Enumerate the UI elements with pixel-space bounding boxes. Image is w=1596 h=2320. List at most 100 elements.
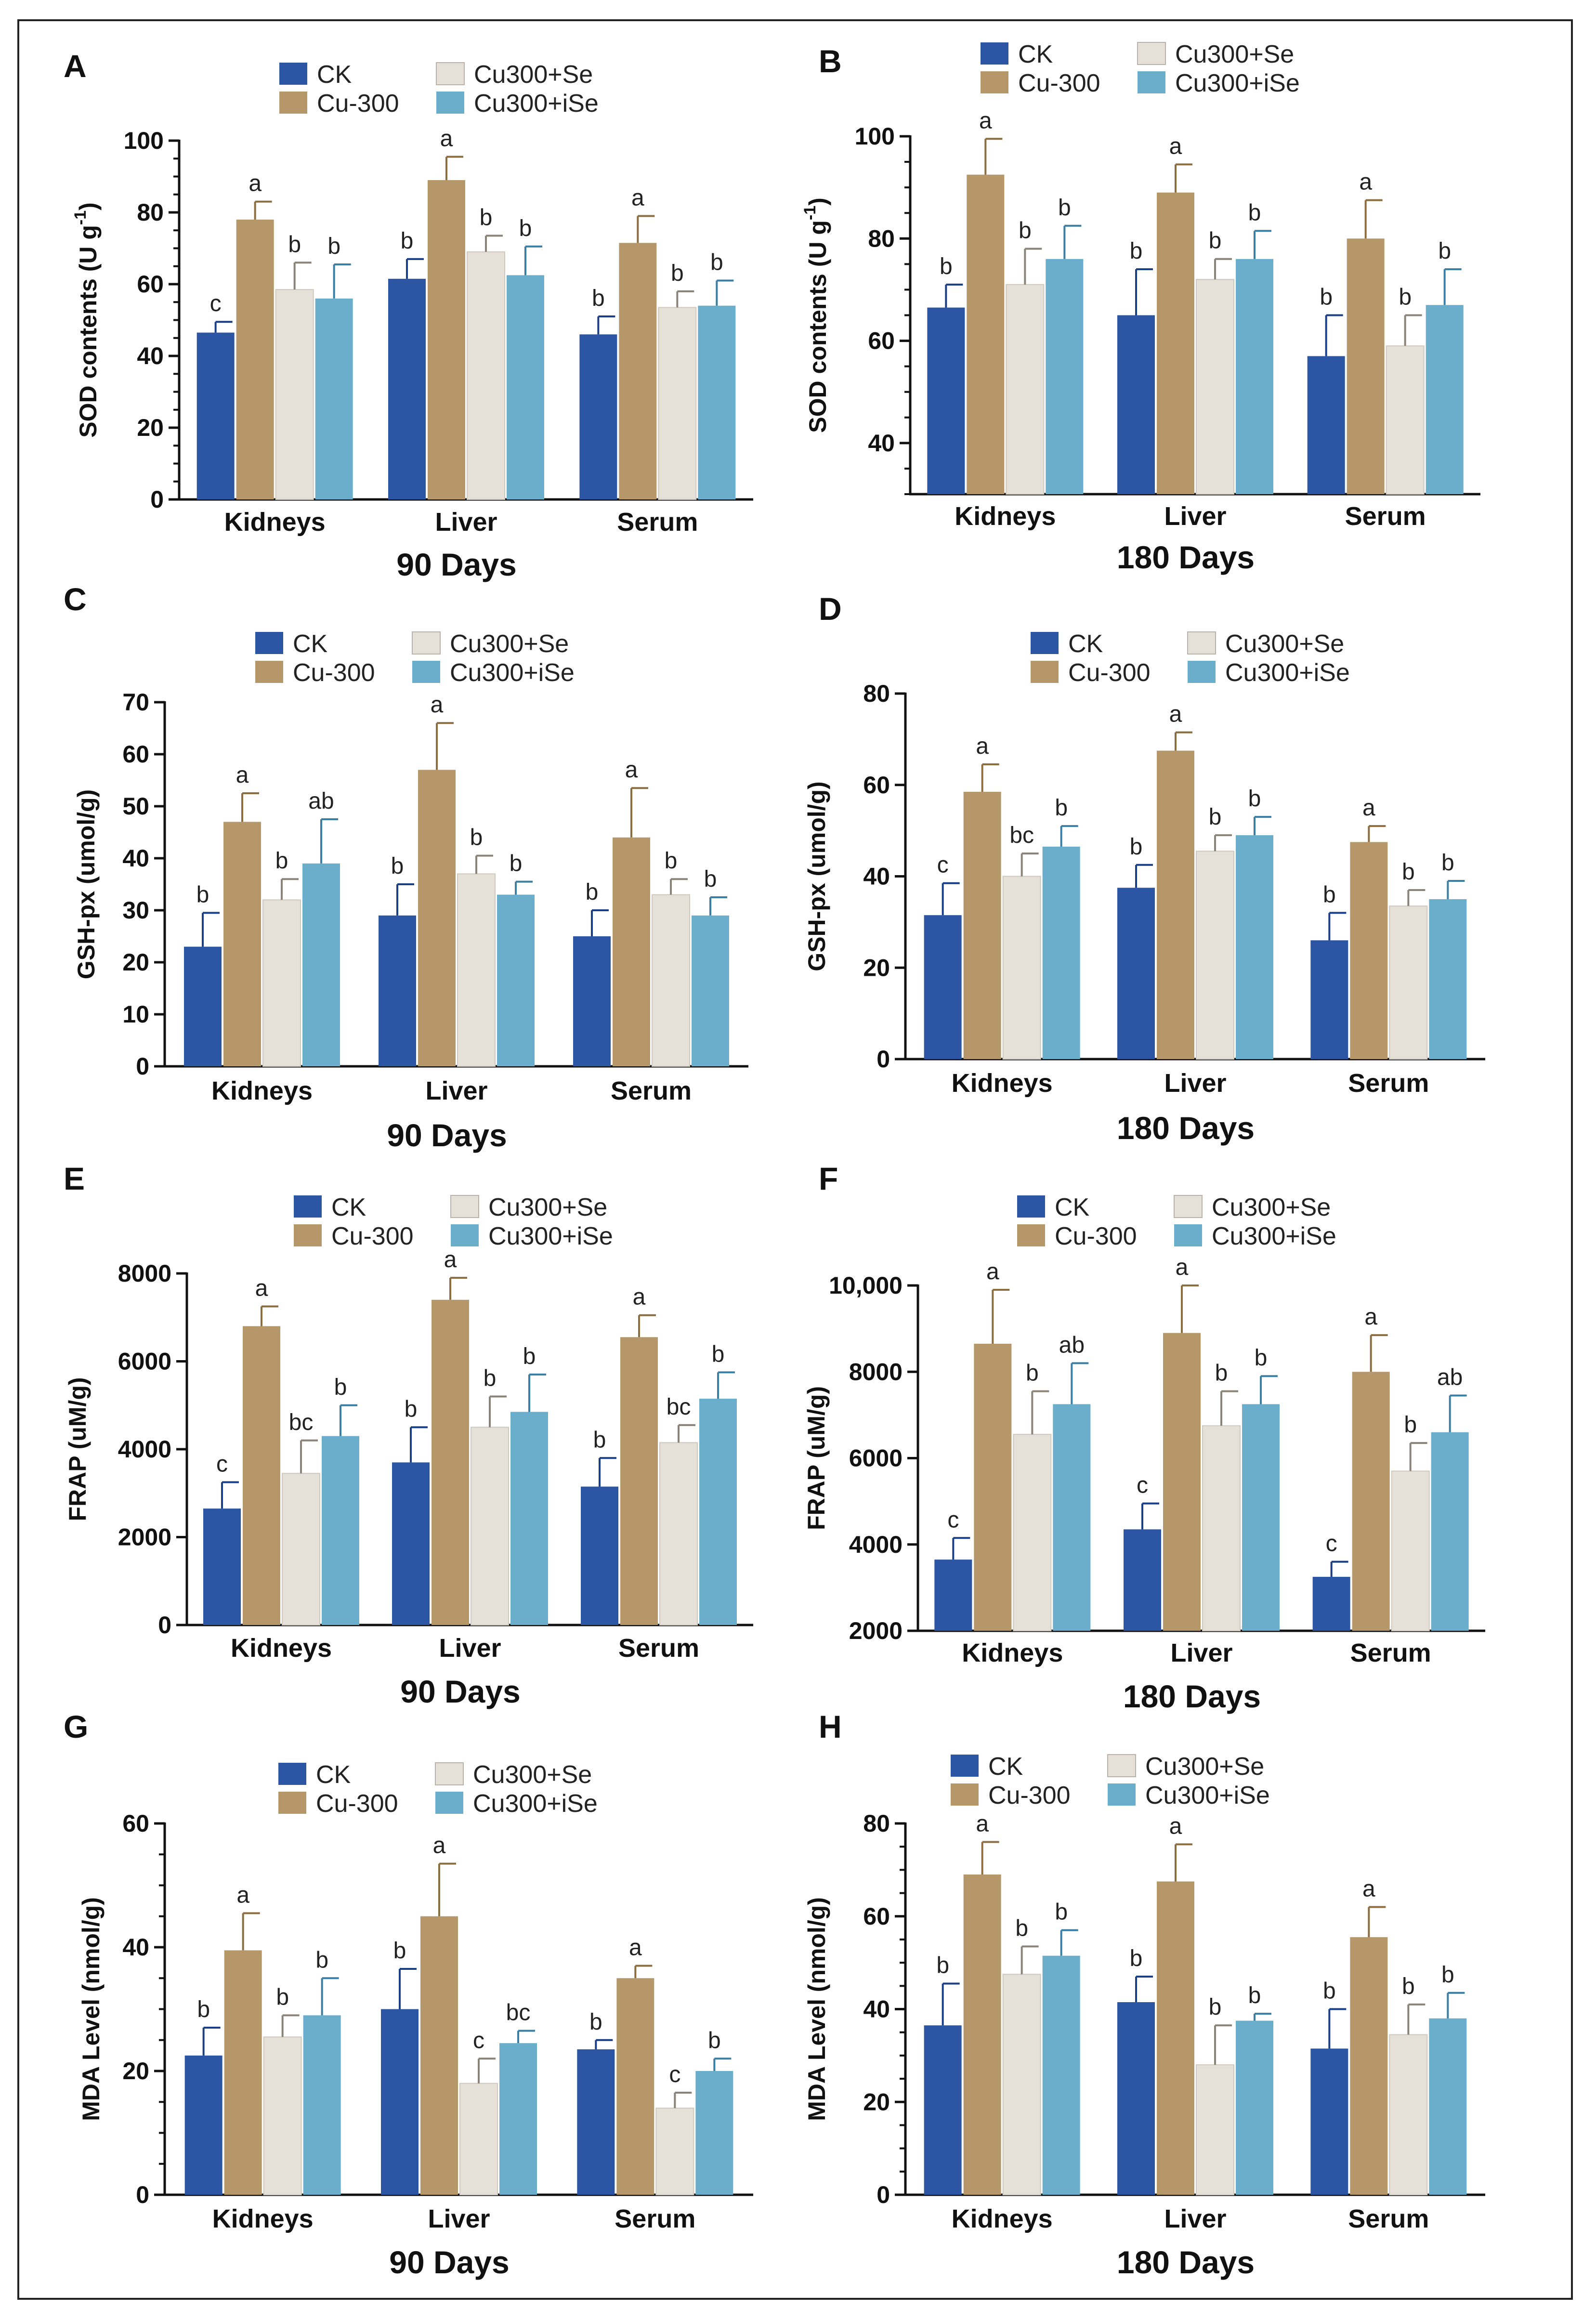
bar — [974, 1343, 1012, 1631]
x-tick-label: Liver — [1164, 1069, 1226, 1098]
chart-title: 90 Days — [396, 547, 517, 582]
legend-swatch — [1031, 632, 1059, 654]
significance-letter: c — [669, 2062, 680, 2087]
legend-label: Cu300+iSe — [1175, 69, 1300, 97]
significance-letter: a — [979, 108, 992, 133]
bar — [392, 1462, 430, 1625]
legend-label: CK — [293, 630, 328, 658]
significance-letter: c — [1137, 1473, 1148, 1498]
x-tick-label: Kidneys — [211, 1076, 313, 1105]
panel-label: A — [64, 48, 87, 84]
legend-label: Cu-300 — [317, 90, 399, 118]
bar — [927, 307, 965, 494]
significance-letter: b — [196, 882, 209, 907]
significance-letter: b — [391, 853, 404, 879]
bar — [236, 219, 274, 499]
y-tick-label: 40 — [122, 1934, 149, 1961]
y-tick-label: 40 — [137, 342, 164, 369]
bar — [1350, 842, 1388, 1059]
y-tick-label: 8000 — [849, 1358, 903, 1385]
significance-letter: b — [1402, 859, 1415, 885]
significance-letter: a — [976, 734, 989, 759]
significance-letter: b — [1255, 1345, 1268, 1371]
legend-swatch — [279, 92, 307, 114]
bar — [1242, 1404, 1280, 1631]
significance-letter: c — [1326, 1531, 1337, 1557]
bar — [322, 1436, 359, 1625]
bar — [1431, 1432, 1469, 1631]
significance-letter: b — [1130, 834, 1143, 860]
significance-letter: b — [1323, 1979, 1336, 2004]
panel-label: B — [819, 43, 842, 79]
significance-letter: a — [431, 692, 444, 718]
y-tick-label: 70 — [122, 689, 149, 716]
x-tick-label: Serum — [1348, 1069, 1429, 1098]
bar — [1236, 2020, 1273, 2195]
legend-label: CK — [1018, 40, 1053, 68]
legend-swatch — [412, 661, 440, 683]
bar — [1426, 305, 1464, 494]
legend-label: Cu-300 — [1018, 69, 1100, 97]
y-axis-title: SOD contents (U g-1) — [801, 197, 831, 433]
y-tick-label: 20 — [122, 2058, 149, 2084]
legend-swatch — [1107, 1754, 1136, 1777]
significance-letter: b — [1323, 882, 1336, 907]
significance-letter: b — [288, 232, 301, 257]
y-tick-label: 8000 — [118, 1260, 171, 1287]
bar — [302, 863, 340, 1066]
significance-letter: b — [712, 1341, 725, 1367]
legend-swatch — [294, 1195, 322, 1218]
y-tick-label: 10,000 — [829, 1272, 903, 1299]
significance-letter: b — [484, 1366, 497, 1391]
bar — [695, 2071, 733, 2195]
significance-letter: b — [940, 254, 953, 279]
significance-letter: b — [1058, 195, 1071, 221]
y-tick-label: 0 — [876, 2181, 890, 2208]
x-tick-label: Serum — [1345, 502, 1426, 531]
significance-letter: b — [1130, 238, 1143, 264]
x-tick-label: Liver — [425, 1076, 487, 1105]
bar — [1202, 1425, 1241, 1631]
bar — [510, 1412, 548, 1625]
significance-letter: b — [1399, 285, 1412, 310]
panel-label: D — [819, 591, 842, 627]
significance-letter: b — [1019, 218, 1032, 244]
bar — [1117, 2002, 1155, 2195]
legend-swatch — [451, 1224, 479, 1246]
x-tick-label: Kidneys — [962, 1638, 1063, 1667]
bar — [388, 278, 426, 499]
significance-letter: b — [1438, 238, 1451, 264]
significance-letter: b — [275, 848, 288, 874]
legend-label: Cu300+Se — [1212, 1193, 1331, 1221]
legend-swatch — [436, 62, 465, 85]
bar — [1013, 1434, 1052, 1632]
bar — [1310, 940, 1348, 1059]
significance-letter: b — [589, 2009, 602, 2035]
bar — [620, 1337, 658, 1625]
significance-letter: bc — [289, 1410, 314, 1435]
x-tick-label: Kidneys — [212, 2204, 314, 2233]
significance-letter: b — [592, 286, 605, 311]
bar — [428, 180, 465, 499]
significance-letter: a — [1169, 702, 1182, 727]
significance-letter: c — [210, 291, 222, 316]
significance-letter: b — [1248, 1983, 1261, 2008]
bar — [262, 899, 301, 1067]
legend-label: Cu300+iSe — [1145, 1782, 1270, 1809]
bar — [459, 2083, 498, 2196]
legend-swatch — [278, 1763, 306, 1785]
bar — [1157, 750, 1194, 1059]
significance-letter: a — [440, 126, 453, 152]
legend-label: Cu300+iSe — [1225, 659, 1350, 687]
bar — [1117, 888, 1155, 1059]
significance-letter: bc — [506, 2000, 531, 2025]
significance-letter: bc — [1009, 823, 1034, 848]
legend-label: Cu300+iSe — [473, 1790, 598, 1818]
legend-label: Cu300+Se — [1145, 1753, 1264, 1781]
significance-letter: a — [1359, 170, 1372, 195]
y-tick-label: 80 — [863, 1810, 890, 1837]
